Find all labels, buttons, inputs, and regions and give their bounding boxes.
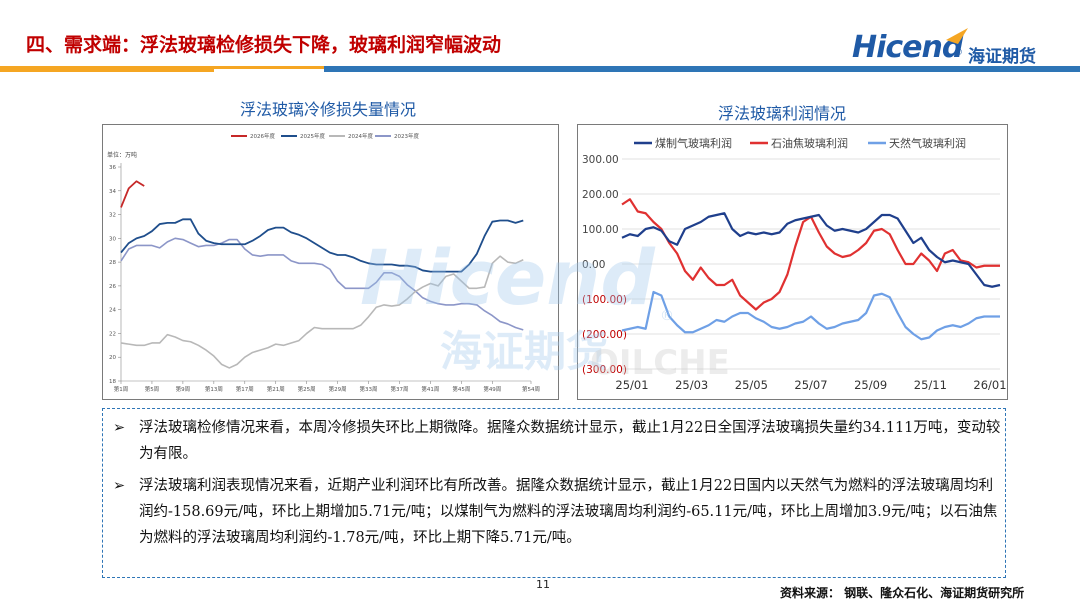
y-tick-label: (300.00) [582, 364, 627, 376]
header-band-blue [324, 66, 1080, 72]
summary-box: ➢ 浮法玻璃检修情况来看，本周冷修损失环比上期微降。据隆众数据统计显示，截止1月… [102, 408, 1006, 578]
x-tick-label: 第41周 [421, 385, 439, 393]
logo-wing-icon [946, 28, 968, 44]
y-tick-label: 24 [109, 308, 116, 314]
y-tick-label: 30 [109, 236, 116, 242]
x-tick-label: 25/05 [735, 378, 768, 392]
x-tick-label: 第21周 [267, 385, 285, 393]
page-number: 11 [536, 578, 550, 591]
x-tick-label: 25/09 [854, 378, 887, 392]
series-line-0 [120, 180, 145, 208]
y-tick-label: 100.00 [582, 224, 619, 236]
bullet-arrow-icon: ➢ [113, 420, 126, 436]
series-line-0 [621, 212, 1001, 288]
logo-wordmark: Hicend [852, 30, 963, 65]
series-line-1 [120, 218, 524, 273]
left-chart-title: 浮法玻璃冷修损失量情况 [240, 100, 417, 119]
series-line-3 [120, 237, 524, 331]
x-tick-label: 26/01 [973, 378, 1006, 392]
series-line-2 [621, 290, 1000, 341]
right-chart-frame: 300.00 200.00 100.00 0.00 (100.00) (200.00) (3… [577, 124, 1008, 400]
x-tick-label: 25/01 [615, 378, 648, 392]
y-tick-label: 36 [109, 165, 116, 171]
y-tick-label: 200.00 [582, 189, 619, 201]
x-tick-label: 第37周 [390, 385, 408, 393]
bullet-text: 浮法玻璃检修情况来看，本周冷修损失环比上期微降。据隆众数据统计显示，截止1月22… [139, 420, 1001, 462]
y-tick-label: 28 [109, 260, 116, 266]
y-tick-label: 20 [109, 355, 116, 361]
x-tick-label: 25/07 [794, 378, 827, 392]
legend-label: 2026年度 [250, 132, 275, 140]
y-tick-label: 300.00 [582, 154, 619, 166]
y-tick-label: 22 [109, 331, 116, 337]
header-band-orange-left [0, 66, 214, 72]
x-tick-label: 第1周 [114, 385, 129, 393]
y-tick-label: 26 [109, 284, 116, 290]
legend-label: 2023年度 [394, 132, 419, 140]
x-tick-label: 第5周 [145, 385, 160, 393]
bullet-arrow-icon: ➢ [113, 478, 126, 494]
legend-label: 天然气玻璃利润 [889, 136, 966, 150]
x-tick-label: 第13周 [205, 385, 223, 393]
header-band-gap [214, 66, 324, 72]
left-chart-frame: 单位：万吨 18 20 22 24 26 28 30 32 34 36 第1周 第5周 第9周 第13周 第1… [102, 124, 559, 400]
x-tick-label: 第45周 [452, 385, 470, 393]
x-tick-label: 第33周 [360, 385, 378, 393]
y-tick-label: 34 [109, 189, 116, 195]
y-unit-label: 单位：万吨 [107, 151, 137, 159]
legend-label: 2024年度 [348, 132, 373, 140]
right-chart-svg: 300.00 200.00 100.00 0.00 (100.00) (200.00) (3… [582, 136, 1007, 392]
y-tick-label: 18 [109, 379, 116, 385]
x-tick-label: 25/11 [914, 378, 947, 392]
y-tick-label: (100.00) [582, 294, 627, 306]
logo-registered-mark: ® [954, 48, 963, 58]
x-tick-label: 第25周 [298, 385, 316, 393]
y-tick-label: 32 [109, 213, 116, 219]
logo-chinese-name: 海证期货 [968, 47, 1036, 67]
x-tick-label: 25/03 [675, 378, 708, 392]
y-tick-label: (200.00) [582, 329, 627, 341]
company-logo: Hicend ® 海证期货 [852, 28, 1062, 67]
x-tick-label: 第29周 [329, 385, 347, 393]
left-chart-svg: 单位：万吨 18 20 22 24 26 28 30 32 34 36 第1周 第5周 第9周 第13周 第1… [107, 132, 540, 393]
right-chart-title: 浮法玻璃利润情况 [718, 104, 847, 123]
x-tick-label: 第17周 [236, 385, 254, 393]
x-tick-label: 第54周 [522, 385, 540, 393]
legend-label: 煤制气玻璃利润 [655, 136, 732, 150]
legend-label: 石油焦玻璃利润 [771, 136, 848, 150]
page-title: 四、需求端：浮法玻璃检修损失下降，玻璃利润窄幅波动 [26, 34, 502, 56]
legend-label: 2025年度 [300, 132, 325, 140]
x-tick-label: 第9周 [176, 385, 191, 393]
source-note: 资料来源： 钢联、隆众石化、海证期货研究所 [780, 586, 1025, 600]
x-tick-label: 第49周 [483, 385, 501, 393]
series-line-2 [120, 255, 524, 369]
y-tick-label: 0.00 [582, 259, 605, 271]
bullet-text: 浮法玻璃利润表现情况来看，近期产业利润环比有所改善。据隆众数据统计显示，截止1月… [139, 478, 998, 546]
